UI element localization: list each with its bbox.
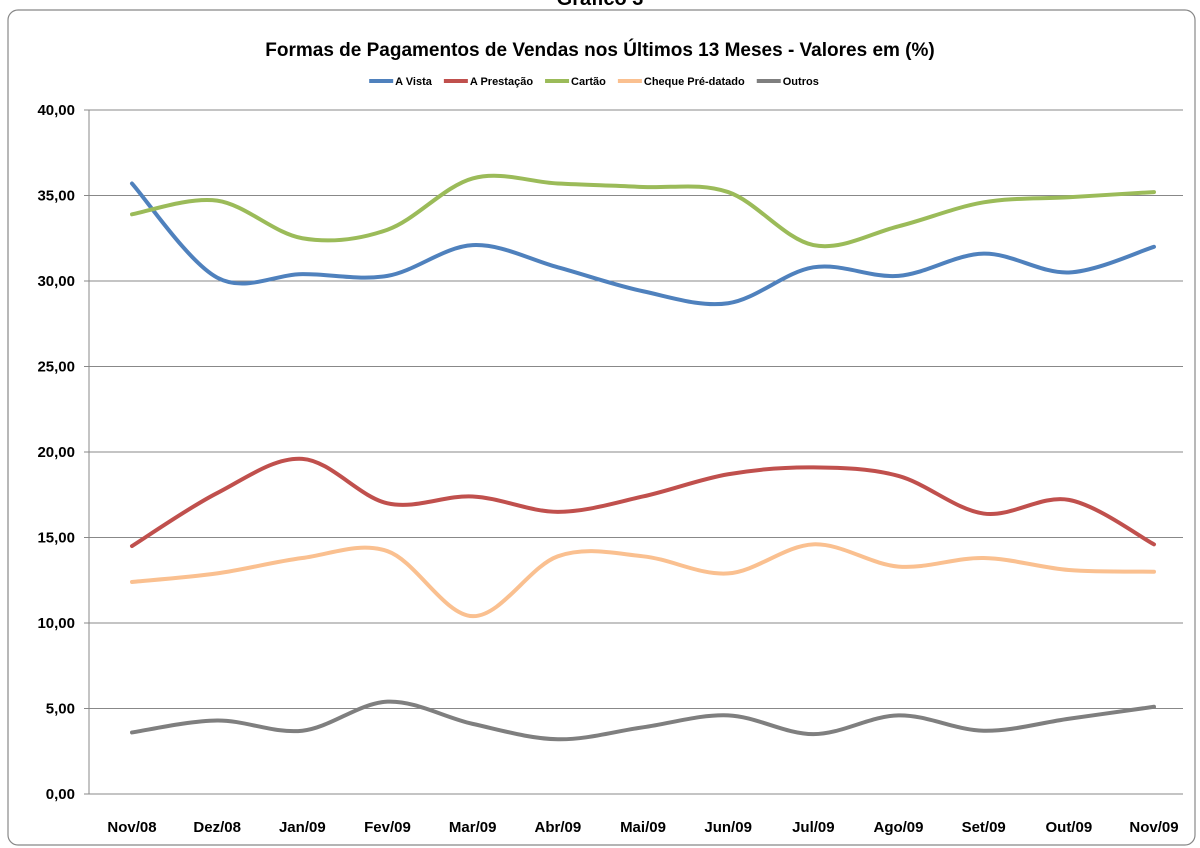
line-series: [130, 542, 1156, 619]
x-tick-label: Ago/09: [873, 819, 923, 836]
line-series: [130, 181, 1156, 307]
legend-label: A Prestação: [470, 76, 533, 88]
x-tick-label: Jul/09: [792, 819, 835, 836]
y-tick-label: 20,00: [37, 444, 75, 461]
x-tick-label: Abr/09: [534, 819, 581, 836]
x-tick-label: Set/09: [962, 819, 1006, 836]
x-tick-label: Mar/09: [449, 819, 497, 836]
x-tick-label: Jan/09: [279, 819, 326, 836]
line-series: [130, 699, 1156, 742]
legend-label: A Vista: [395, 76, 433, 88]
x-tick-label: Jun/09: [704, 819, 752, 836]
x-tick-label: Nov/08: [107, 819, 156, 836]
legend-label: Cheque Pré-datado: [644, 76, 745, 88]
y-tick-label: 25,00: [37, 359, 75, 376]
legend-label: Cartão: [571, 76, 606, 88]
legend-label: Outros: [783, 76, 819, 88]
y-tick-label: 15,00: [37, 530, 75, 547]
chart-title: Formas de Pagamentos de Vendas nos Últim…: [265, 39, 934, 61]
y-tick-label: 40,00: [37, 102, 75, 119]
chart-border: [7, 9, 1196, 846]
line-series: [130, 456, 1156, 549]
chart-supertitle: Gráfico 3: [557, 0, 644, 10]
x-tick-label: Mai/09: [620, 819, 666, 836]
line-series: [130, 173, 1156, 249]
x-tick-label: Nov/09: [1129, 819, 1178, 836]
x-tick-label: Out/09: [1045, 819, 1092, 836]
x-tick-label: Dez/08: [193, 819, 241, 836]
y-tick-label: 10,00: [37, 615, 75, 632]
y-tick-label: 0,00: [46, 786, 75, 803]
y-tick-label: 30,00: [37, 273, 75, 290]
y-tick-label: 5,00: [46, 701, 75, 718]
y-tick-label: 35,00: [37, 188, 75, 205]
x-tick-label: Fev/09: [364, 819, 411, 836]
